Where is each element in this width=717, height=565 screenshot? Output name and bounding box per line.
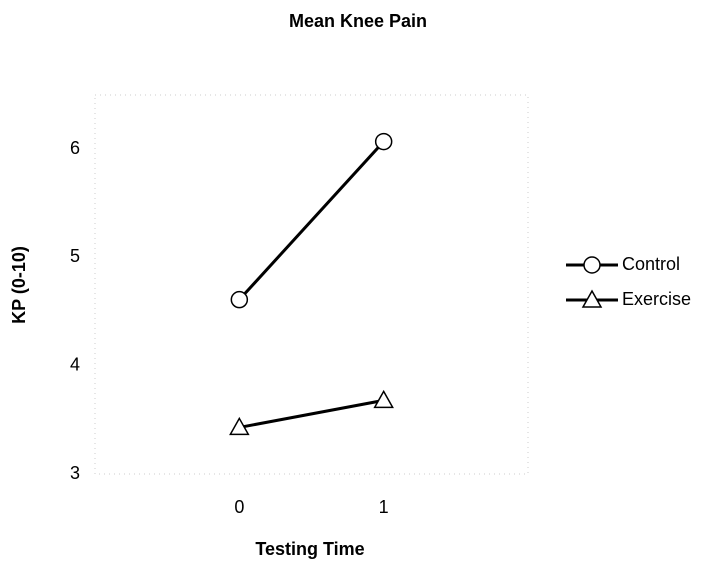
- y-axis-label: KP (0-10): [9, 246, 29, 324]
- chart-title: Mean Knee Pain: [289, 11, 427, 31]
- y-tick-label: 5: [70, 246, 80, 266]
- y-tick-label: 4: [70, 354, 80, 374]
- series-line: [238, 140, 385, 301]
- plot-frame: [94, 94, 529, 475]
- legend-label: Control: [622, 254, 680, 274]
- y-tick-label: 6: [70, 138, 80, 158]
- x-tick-label: 1: [379, 497, 389, 517]
- legend-label: Exercise: [622, 289, 691, 309]
- x-tick-label: 0: [234, 497, 244, 517]
- y-tick-label: 3: [70, 463, 80, 483]
- series-line: [239, 398, 384, 429]
- legend-marker: [581, 289, 603, 308]
- triangle-marker: [229, 416, 250, 436]
- legend-marker: [583, 256, 601, 274]
- x-axis-label: Testing Time: [255, 539, 364, 559]
- circle-marker: [374, 132, 393, 151]
- triangle-marker: [373, 389, 394, 409]
- circle-marker: [230, 290, 249, 309]
